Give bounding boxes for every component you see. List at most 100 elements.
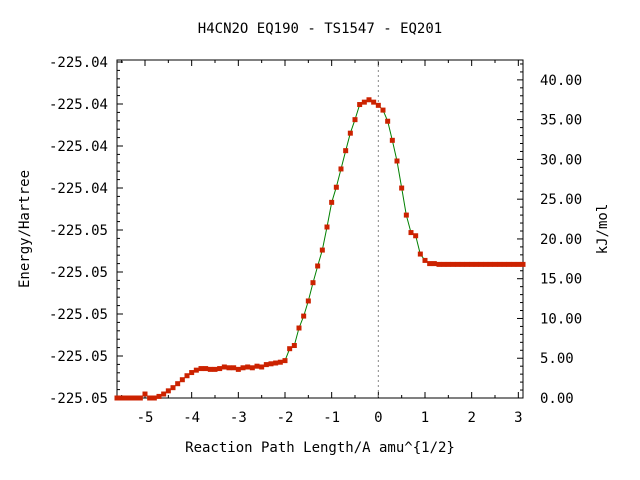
x-tick-label: -3 <box>230 410 247 426</box>
y2-axis-label: kJ/mol <box>595 204 611 255</box>
x-tick-label: 2 <box>467 410 475 426</box>
left-tick-label: -225.04 <box>49 139 108 155</box>
data-point <box>515 261 521 267</box>
data-point <box>263 362 269 368</box>
data-point <box>273 360 279 366</box>
left-tick-label: -225.04 <box>49 181 108 197</box>
data-point <box>417 251 423 257</box>
data-point <box>487 261 493 267</box>
x-axis: -5 -4 -3 -2 -1 0 1 2 3 <box>121 60 523 426</box>
plot-frame <box>116 59 524 399</box>
x-tick-label: -1 <box>323 410 340 426</box>
data-point <box>478 261 484 267</box>
data-point <box>133 395 139 401</box>
data-point <box>207 366 213 372</box>
data-point <box>123 395 129 401</box>
data-point <box>343 148 349 154</box>
data-point <box>296 325 302 331</box>
data-point <box>212 366 218 372</box>
data-point <box>119 395 125 401</box>
data-point <box>473 261 479 267</box>
left-tick-label: -225.05 <box>49 265 108 281</box>
right-tick-label: 15.00 <box>540 272 582 288</box>
right-tick-label: 25.00 <box>540 192 582 208</box>
left-tick-label: -225.04 <box>49 97 108 113</box>
data-point <box>249 365 255 371</box>
data-point <box>413 233 419 239</box>
y-axis-label: Energy/Hartree <box>17 170 33 288</box>
data-point <box>366 97 372 103</box>
data-point <box>464 261 470 267</box>
data-point <box>385 118 391 124</box>
data-point <box>142 391 148 397</box>
data-point <box>394 158 400 164</box>
x-tick-label: 3 <box>514 410 522 426</box>
left-tick-label: -225.05 <box>49 223 108 239</box>
data-point <box>235 366 241 372</box>
data-point <box>189 370 195 376</box>
data-point <box>497 261 503 267</box>
data-point <box>175 381 181 387</box>
data-point <box>291 343 297 349</box>
data-point <box>408 230 414 236</box>
data-point <box>469 261 475 267</box>
data-point <box>245 364 251 370</box>
data-point <box>254 363 260 369</box>
data-point <box>315 263 321 269</box>
data-point <box>455 261 461 267</box>
data-point <box>492 261 498 267</box>
chart-title: H4CN2O EQ190 - TS1547 - EQ201 <box>198 21 442 37</box>
data-point <box>184 373 190 379</box>
data-point <box>329 199 335 205</box>
x-tick-label: 0 <box>374 410 382 426</box>
right-tick-label: 10.00 <box>540 311 582 327</box>
data-point <box>403 212 409 218</box>
data-point <box>156 393 162 399</box>
data-point <box>151 395 157 401</box>
data-point <box>240 365 246 371</box>
data-point <box>483 261 489 267</box>
left-tick-label: -225.04 <box>49 55 108 71</box>
data-point <box>506 261 512 267</box>
data-point <box>361 99 367 105</box>
data-point <box>128 395 134 401</box>
right-tick-label: 0.00 <box>540 391 574 407</box>
right-axis: 0.00 5.00 10.00 15.00 20.00 25.00 30.00 35.00 40… <box>517 63 582 407</box>
data-point <box>375 102 381 108</box>
data-point <box>441 261 447 267</box>
data-point <box>193 367 199 373</box>
data-point <box>389 137 395 143</box>
data-point <box>268 361 274 367</box>
data-point <box>399 185 405 191</box>
right-tick-label: 40.00 <box>540 73 582 89</box>
data-point <box>459 261 465 267</box>
data-point <box>170 385 176 391</box>
data-point <box>319 247 325 253</box>
data-point <box>520 261 526 267</box>
x-tick-label: -4 <box>183 410 200 426</box>
data-point <box>427 261 433 267</box>
data-point <box>114 395 120 401</box>
left-tick-label: -225.05 <box>49 307 108 323</box>
right-tick-label: 20.00 <box>540 232 582 248</box>
right-tick-label: 35.00 <box>540 113 582 129</box>
data-point <box>324 224 330 230</box>
data-point <box>221 364 227 370</box>
data-point <box>436 261 442 267</box>
left-axis: -225.05 -225.05 -225.05 -225.05 -225.05 -225.… <box>49 55 123 407</box>
data-point <box>431 261 437 267</box>
data-point <box>371 99 377 105</box>
data-point <box>357 102 363 108</box>
x-tick-label: 1 <box>421 410 429 426</box>
data-point <box>305 298 311 304</box>
x-tick-label: -2 <box>277 410 294 426</box>
data-point <box>287 346 293 352</box>
data-point <box>450 261 456 267</box>
data-point <box>231 365 237 371</box>
energy-points <box>114 97 526 401</box>
data-point <box>198 366 204 372</box>
data-point <box>445 261 451 267</box>
data-point <box>501 261 507 267</box>
data-point <box>352 117 358 123</box>
